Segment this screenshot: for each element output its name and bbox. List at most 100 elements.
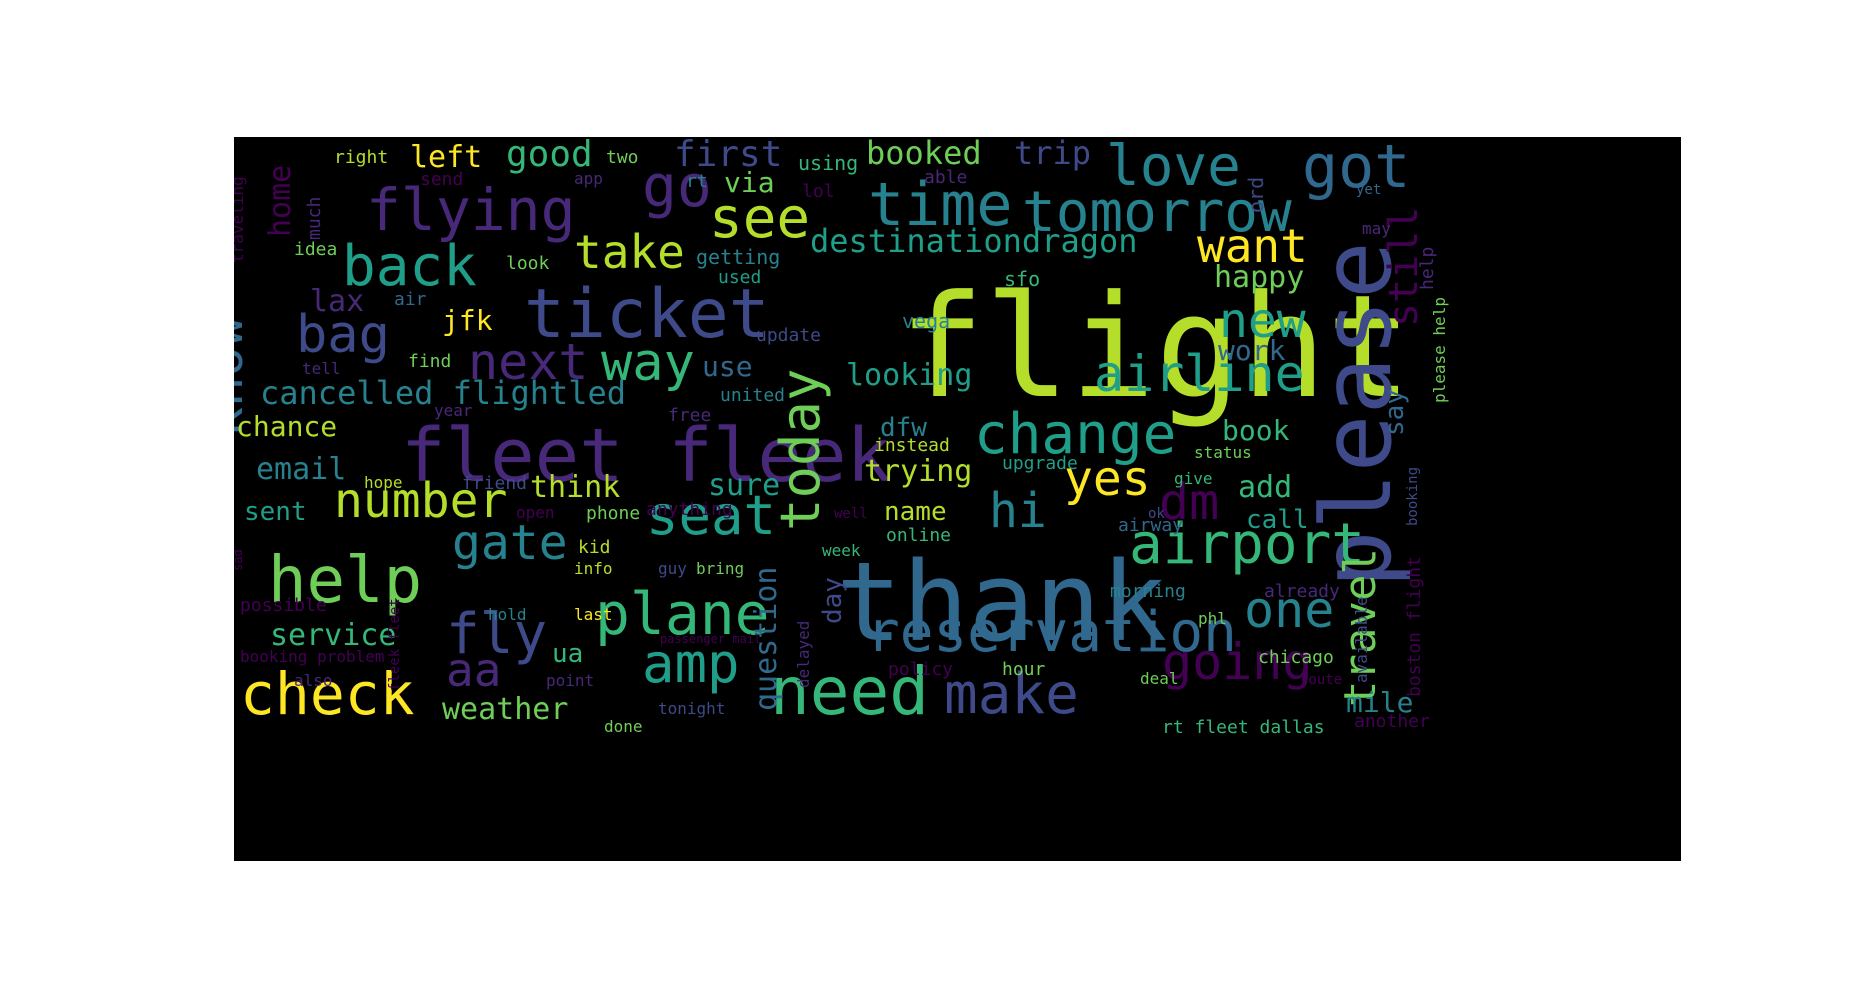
word-point: point [546,671,595,690]
word-upgrade: upgrade [1002,453,1078,474]
word-airline: airline [1094,345,1305,403]
word-air: air [394,289,427,310]
word-sure: sure [708,468,781,503]
word-dfw: dfw [880,413,927,443]
word-hi: hi [989,483,1047,539]
word-hold: hold [488,605,527,624]
word-guy: guy [658,559,687,578]
word-ord: ord [1244,176,1268,213]
word-flying: flying [366,176,576,244]
word-happy: happy [1214,260,1305,295]
word-free: free [668,405,712,426]
word-open: open [516,503,555,522]
word-used: used [718,267,762,288]
word-rt: rt [686,171,708,192]
word-back: back [342,234,477,299]
word-give: give [1174,469,1213,488]
word-email: email [256,452,347,487]
word-kid: kid [578,537,611,558]
word-cancelled-flightled: cancelled flightled [260,374,627,412]
word-day: day [818,576,848,624]
word-aa: aa [446,643,502,697]
word-gate: gate [452,515,568,571]
word-right: right [334,147,389,168]
word-sfo: sfo [1004,267,1041,291]
word-traveling: traveling [234,176,247,264]
word-going: going [1162,633,1313,691]
word-trip: trip [1014,137,1092,172]
word-week: week [822,541,861,560]
word-ok: ok [1148,506,1165,522]
word-boston-flight: boston flight [1404,556,1425,698]
word-delayed: delayed [794,620,813,689]
word-good: good [506,137,593,175]
word-yes: yes [1064,451,1151,507]
word-take: take [574,225,685,279]
word-using: using [798,151,859,175]
word-next: next [468,333,589,391]
word-think: think [530,470,621,505]
word-may: may [1362,219,1391,238]
word-hour: hour [1002,659,1046,680]
word-status: status [1194,443,1252,462]
word-sad: sad [234,548,245,571]
word-cloud: flight thank please fleet fleek ticket need he… [234,137,1681,861]
word-need: need [770,653,929,730]
word-app: app [574,169,603,188]
word-chicago: chicago [1258,647,1334,668]
word-online: online [886,525,952,546]
word-trying: trying [864,454,973,489]
word-morning: morning [1110,581,1186,602]
word-last: last [574,605,613,624]
word-ticket: ticket [524,275,770,354]
word-already: already [1264,581,1340,602]
word-getting: getting [696,245,781,269]
word-available: available [1352,596,1371,684]
word-got: got [1302,137,1411,202]
word-info: info [574,559,613,578]
word-love: love [1106,137,1241,199]
word-tomorrow: tomorrow [1022,180,1292,245]
word-home: home [263,164,298,237]
word-reservation: reservation [866,600,1237,665]
word-hope: hope [364,473,403,492]
word-time: time [868,170,1013,240]
word-booking-problem: booking problem [240,647,385,666]
word-new: new [1219,293,1306,349]
word-use: use [702,350,753,383]
word-lax: lax [310,284,365,319]
word-first: first [674,137,783,175]
word-sent: sent [244,497,307,527]
word-check: check [240,660,415,728]
word-help: help [268,544,423,618]
word-passenger-mail: passenger mail [660,632,762,646]
word-destinationdragon: destinationdragon [810,222,1138,260]
word-mile: mile [1346,686,1414,719]
word-united: united [720,385,786,406]
word-idea: idea [294,239,338,260]
word-fleet-fleek: fleet fleek [401,413,892,499]
word-work: work [1218,334,1286,367]
word-book: book [1222,414,1290,447]
word-seat: seat [646,484,777,547]
word-booking: booking [1405,466,1421,526]
word-flight: flight [899,265,1412,430]
word-bag: bag [296,305,390,365]
word-say: say [1380,388,1410,436]
word-ua: ua [552,639,584,669]
word-deal: deal [1140,669,1179,688]
word-bring: bring [696,559,745,578]
word-airport: airport [1129,512,1366,577]
word-able: able [924,167,968,188]
word-call: call [1246,505,1309,535]
word-go: go [642,152,712,220]
word-phl: phl [1198,609,1227,628]
word-service: service [270,618,397,653]
word-update: update [756,325,822,346]
word-vega: vega [902,309,951,333]
word-chance: chance [236,410,338,443]
word-send: send [420,169,464,190]
word-year: year [434,401,473,420]
word-booked: booked [866,137,982,172]
word-tell: tell [302,359,341,378]
